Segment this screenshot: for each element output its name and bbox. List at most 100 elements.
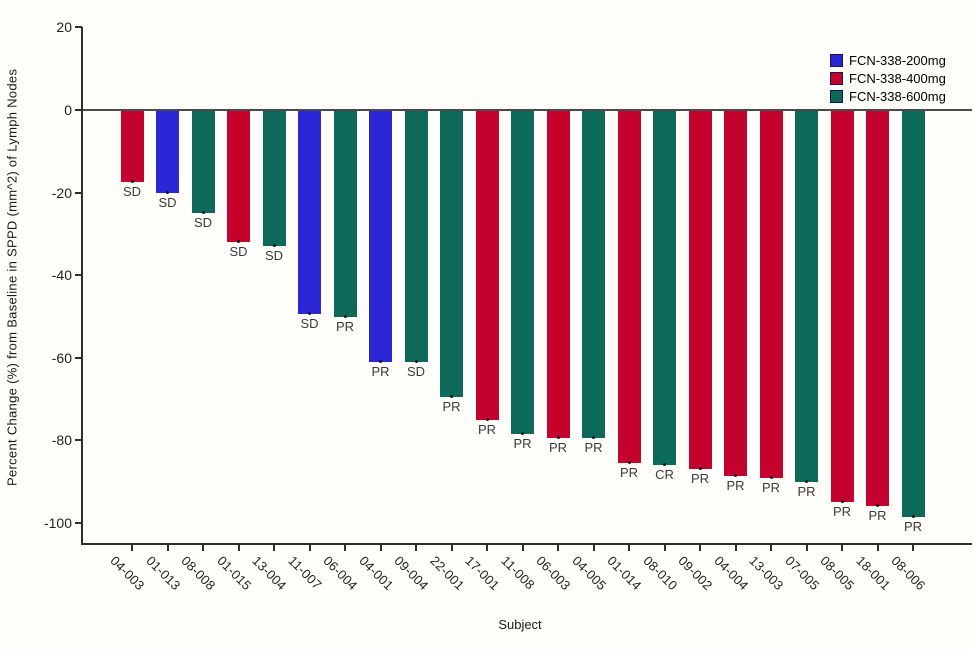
response-label: SD	[193, 215, 213, 231]
bar-endpoint-dot	[840, 500, 844, 504]
response-label: SD	[122, 184, 142, 200]
x-tick-mark	[770, 545, 772, 551]
x-tick-label-01-014: 01-014	[604, 553, 645, 594]
response-label: PR	[797, 483, 816, 499]
bar-endpoint-dot	[876, 504, 879, 508]
bar-endpoint-dot	[272, 244, 276, 248]
x-tick-label-09-002: 09-002	[675, 553, 716, 594]
bar-endpoint-dot	[166, 190, 169, 194]
bar-endpoint-dot	[343, 314, 347, 318]
y-tick-label: -40	[51, 267, 72, 284]
x-tick-mark	[202, 545, 204, 551]
x-tick-mark	[912, 545, 914, 551]
response-label: PR	[761, 479, 781, 495]
x-tick-label-01-015: 01-015	[213, 553, 254, 594]
y-tick-mark	[75, 26, 82, 29]
x-tick-label-04-001: 04-001	[355, 553, 396, 594]
bar-endpoint-dot	[911, 514, 915, 518]
bar-endpoint-dot	[237, 240, 240, 244]
x-tick-label-08-010: 08-010	[639, 553, 680, 594]
x-tick-label-08-005: 08-005	[817, 553, 858, 594]
bar-endpoint-dot	[769, 475, 773, 479]
response-label: PR	[903, 518, 923, 534]
bar-endpoint-dot	[556, 436, 560, 440]
y-tick-mark	[75, 109, 82, 111]
response-label: PR	[726, 477, 745, 493]
y-axis-line	[81, 27, 83, 544]
response-label: PR	[868, 508, 887, 524]
x-tick-label-04-005: 04-005	[568, 553, 609, 594]
bar-endpoint-dot	[627, 461, 631, 465]
x-tick-label-08-008: 08-008	[178, 553, 219, 594]
x-tick-mark	[415, 545, 417, 551]
response-label: SD	[300, 316, 319, 332]
response-label: PR	[513, 436, 532, 452]
bar-04-004	[724, 111, 747, 476]
response-label: PR	[584, 440, 603, 456]
bar-11-007	[298, 111, 321, 315]
bar-08-006	[901, 111, 925, 517]
response-label: CR	[655, 467, 674, 483]
y-tick-mark	[75, 522, 82, 524]
response-label: SD	[229, 244, 248, 260]
bar-endpoint-dot	[592, 436, 595, 440]
bar-18-001	[866, 111, 889, 507]
legend-label: FCN-338-600mg	[849, 89, 946, 104]
x-tick-mark	[237, 545, 240, 551]
bar-08-010	[653, 111, 676, 466]
x-tick-label-13-004: 13-004	[249, 553, 290, 594]
x-tick-mark	[663, 545, 666, 551]
y-tick-label: -20	[51, 184, 72, 201]
bar-endpoint-dot	[308, 312, 311, 316]
response-label: PR	[548, 440, 568, 456]
x-tick-label-18-001: 18-001	[852, 553, 893, 594]
y-axis-title: Percent Change (%) from Baseline in SPPD…	[4, 68, 20, 487]
legend-entry-FCN-338-600mg: FCN-338-600mg	[830, 89, 946, 104]
x-tick-mark	[734, 545, 737, 551]
x-tick-label-17-001: 17-001	[462, 553, 503, 594]
x-tick-mark	[805, 545, 808, 551]
x-tick-mark	[131, 545, 133, 551]
bar-endpoint-dot	[663, 463, 666, 467]
x-tick-mark	[450, 545, 453, 551]
bar-11-008	[511, 111, 534, 435]
bar-13-004	[262, 111, 286, 247]
y-tick-mark	[75, 191, 82, 194]
bar-endpoint-dot	[485, 417, 489, 421]
x-tick-mark	[344, 545, 346, 551]
bar-01-015	[227, 111, 250, 243]
x-tick-mark	[557, 545, 559, 551]
bar-endpoint-dot	[414, 359, 418, 363]
bar-endpoint-dot	[450, 395, 453, 399]
x-tick-label-04-004: 04-004	[710, 553, 751, 594]
bar-endpoint-dot	[734, 473, 737, 477]
bar-endpoint-dot	[379, 359, 382, 363]
bar-09-004	[404, 111, 428, 362]
bar-08-005	[830, 111, 854, 503]
response-label: PR	[619, 465, 639, 481]
x-tick-label-04-003: 04-003	[107, 553, 148, 594]
bar-endpoint-dot	[521, 432, 524, 436]
x-tick-mark	[521, 545, 524, 551]
x-axis-line	[81, 543, 972, 545]
y-tick-label: -100	[43, 515, 72, 531]
bar-09-002	[688, 111, 712, 470]
y-tick-mark	[75, 274, 82, 277]
x-tick-label-06-003: 06-003	[533, 553, 574, 594]
x-tick-label-11-007: 11-007	[284, 553, 325, 593]
bar-04-005	[582, 111, 605, 439]
y-tick-label: -80	[51, 432, 72, 449]
legend-swatch-icon	[830, 72, 843, 85]
x-tick-mark	[308, 545, 311, 551]
x-tick-label-13-003: 13-003	[746, 553, 787, 594]
x-axis-title: Subject	[498, 617, 542, 632]
x-tick-mark	[699, 545, 701, 551]
y-tick-mark	[75, 439, 82, 442]
x-tick-label-11-008: 11-008	[497, 553, 538, 593]
x-tick-label-06-004: 06-004	[320, 553, 361, 594]
bar-04-001	[369, 111, 392, 362]
bar-endpoint-dot	[698, 467, 702, 471]
x-tick-mark	[628, 545, 630, 551]
response-label: PR	[477, 421, 497, 437]
